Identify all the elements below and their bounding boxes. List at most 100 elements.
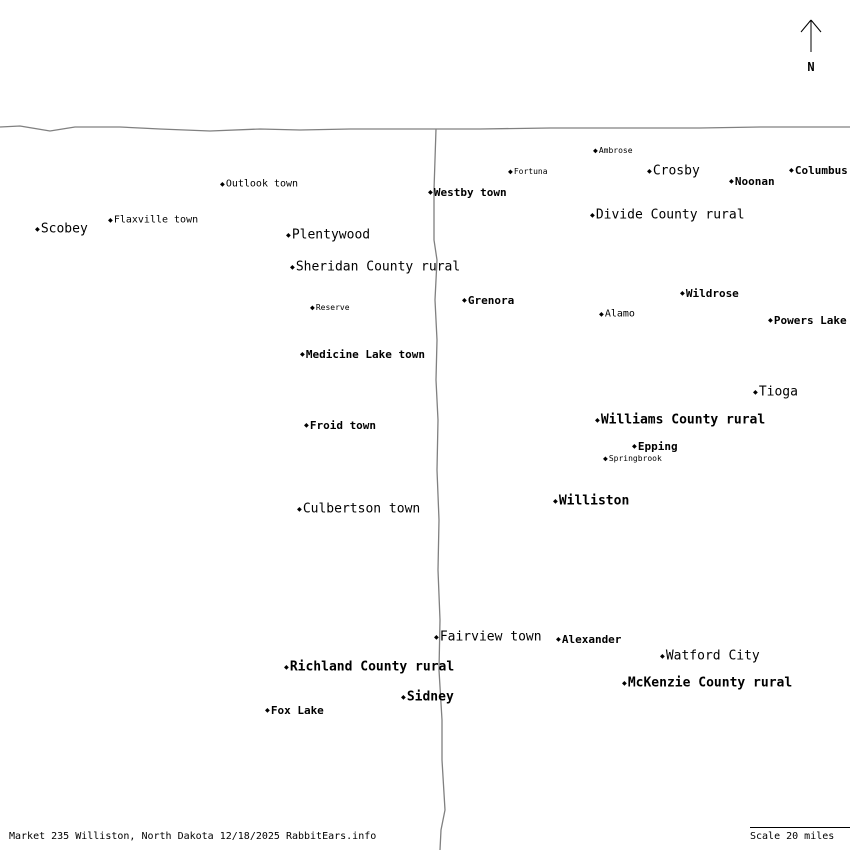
- canada-border-line: [0, 125, 850, 132]
- place-label: Grenora: [467, 293, 515, 307]
- place-label: Flaxville town: [113, 214, 199, 226]
- location-marker-icon: ◆: [286, 230, 291, 239]
- place-flaxville: ◆Flaxville town: [108, 214, 199, 227]
- place-scobey: ◆Scobey: [35, 223, 88, 236]
- place-culbertson: ◆Culbertson town: [297, 503, 420, 516]
- location-marker-icon: ◆: [556, 634, 561, 644]
- place-label: Reserve: [315, 302, 350, 312]
- location-marker-icon: ◆: [310, 302, 315, 312]
- location-marker-icon: ◆: [290, 262, 295, 271]
- location-marker-icon: ◆: [622, 678, 627, 687]
- place-label: Sidney: [406, 689, 454, 705]
- location-marker-icon: ◆: [434, 632, 439, 641]
- place-label: Divide County rural: [595, 207, 745, 223]
- place-fairview: ◆Fairview town: [434, 631, 542, 644]
- place-label: Watford City: [665, 648, 760, 664]
- location-marker-icon: ◆: [789, 165, 794, 175]
- place-label: Plentywood: [291, 227, 371, 243]
- location-marker-icon: ◆: [599, 309, 604, 319]
- place-label: McKenzie County rural: [627, 675, 793, 691]
- location-marker-icon: ◆: [297, 504, 302, 513]
- location-marker-icon: ◆: [108, 215, 113, 225]
- place-epping: ◆Epping: [632, 440, 678, 452]
- place-label: Powers Lake: [773, 313, 847, 327]
- location-marker-icon: ◆: [632, 441, 637, 451]
- location-marker-icon: ◆: [304, 420, 309, 430]
- location-marker-icon: ◆: [508, 166, 513, 176]
- location-marker-icon: ◆: [553, 496, 558, 505]
- place-plentywood: ◆Plentywood: [286, 229, 370, 242]
- location-marker-icon: ◆: [220, 179, 225, 189]
- place-label: Alexander: [561, 632, 622, 646]
- north-label: N: [807, 60, 815, 74]
- place-label: Ambrose: [598, 145, 633, 155]
- place-label: Crosby: [652, 163, 700, 179]
- place-label: Noonan: [734, 174, 775, 188]
- place-grenora: ◆Grenora: [462, 294, 514, 306]
- north-arrow: N: [798, 18, 824, 74]
- place-sheridan: ◆Sheridan County rural: [290, 261, 460, 274]
- location-marker-icon: ◆: [35, 224, 40, 233]
- place-label: Scobey: [40, 221, 88, 237]
- place-label: Fairview town: [439, 629, 542, 645]
- place-label: Richland County rural: [289, 659, 455, 675]
- place-froid: ◆Froid town: [304, 419, 376, 431]
- location-marker-icon: ◆: [462, 295, 467, 305]
- place-label: Tioga: [758, 384, 798, 400]
- place-label: Williston: [558, 493, 630, 509]
- place-columbus: ◆Columbus: [789, 164, 848, 176]
- location-marker-icon: ◆: [593, 145, 598, 155]
- place-label: Outlook town: [225, 178, 299, 190]
- place-label: Froid town: [309, 418, 377, 432]
- place-wildrose: ◆Wildrose: [680, 287, 739, 299]
- place-label: Columbus: [794, 163, 848, 177]
- place-fortuna: ◆Fortuna: [508, 166, 548, 177]
- place-label: Springbrook: [608, 453, 662, 463]
- place-label: Culbertson town: [302, 501, 421, 517]
- location-marker-icon: ◆: [603, 453, 608, 463]
- place-alexander: ◆Alexander: [556, 633, 621, 645]
- place-divide: ◆Divide County rural: [590, 209, 745, 222]
- place-fox-lake: ◆Fox Lake: [265, 704, 324, 716]
- place-medicine-lake: ◆Medicine Lake town: [300, 348, 425, 360]
- place-mckenzie: ◆McKenzie County rural: [622, 677, 792, 690]
- place-label: Alamo: [604, 308, 635, 320]
- place-williams: ◆Williams County rural: [595, 414, 765, 427]
- place-label: Sheridan County rural: [295, 259, 461, 275]
- place-sidney: ◆Sidney: [401, 691, 454, 704]
- place-label: Williams County rural: [600, 412, 766, 428]
- location-marker-icon: ◆: [768, 315, 773, 325]
- scale-bar: Scale 20 miles: [750, 827, 850, 842]
- place-watford-city: ◆Watford City: [660, 650, 760, 663]
- place-label: Epping: [637, 439, 678, 453]
- place-label: Fortuna: [513, 166, 548, 176]
- location-marker-icon: ◆: [265, 705, 270, 715]
- location-marker-icon: ◆: [428, 187, 433, 197]
- location-marker-icon: ◆: [300, 349, 305, 359]
- place-reserve: ◆Reserve: [310, 302, 350, 313]
- place-noonan: ◆Noonan: [729, 175, 775, 187]
- location-marker-icon: ◆: [401, 692, 406, 701]
- location-marker-icon: ◆: [753, 387, 758, 396]
- location-marker-icon: ◆: [590, 210, 595, 219]
- location-marker-icon: ◆: [284, 662, 289, 671]
- location-marker-icon: ◆: [680, 288, 685, 298]
- location-marker-icon: ◆: [660, 651, 665, 660]
- place-outlook: ◆Outlook town: [220, 178, 299, 191]
- place-springbrook: ◆Springbrook: [603, 453, 662, 464]
- location-marker-icon: ◆: [647, 166, 652, 175]
- state-border-line: [433, 128, 446, 850]
- place-label: Medicine Lake town: [305, 347, 426, 361]
- place-westby: ◆Westby town: [428, 186, 507, 198]
- place-tioga: ◆Tioga: [753, 386, 798, 399]
- place-powers-lake: ◆Powers Lake: [768, 314, 847, 326]
- place-williston: ◆Williston: [553, 495, 629, 508]
- place-ambrose: ◆Ambrose: [593, 145, 633, 156]
- place-crosby: ◆Crosby: [647, 165, 700, 178]
- place-richland: ◆Richland County rural: [284, 661, 454, 674]
- map-footer: Market 235 Williston, North Dakota 12/18…: [9, 831, 377, 842]
- place-label: Westby town: [433, 185, 507, 199]
- location-marker-icon: ◆: [595, 415, 600, 424]
- location-marker-icon: ◆: [729, 176, 734, 186]
